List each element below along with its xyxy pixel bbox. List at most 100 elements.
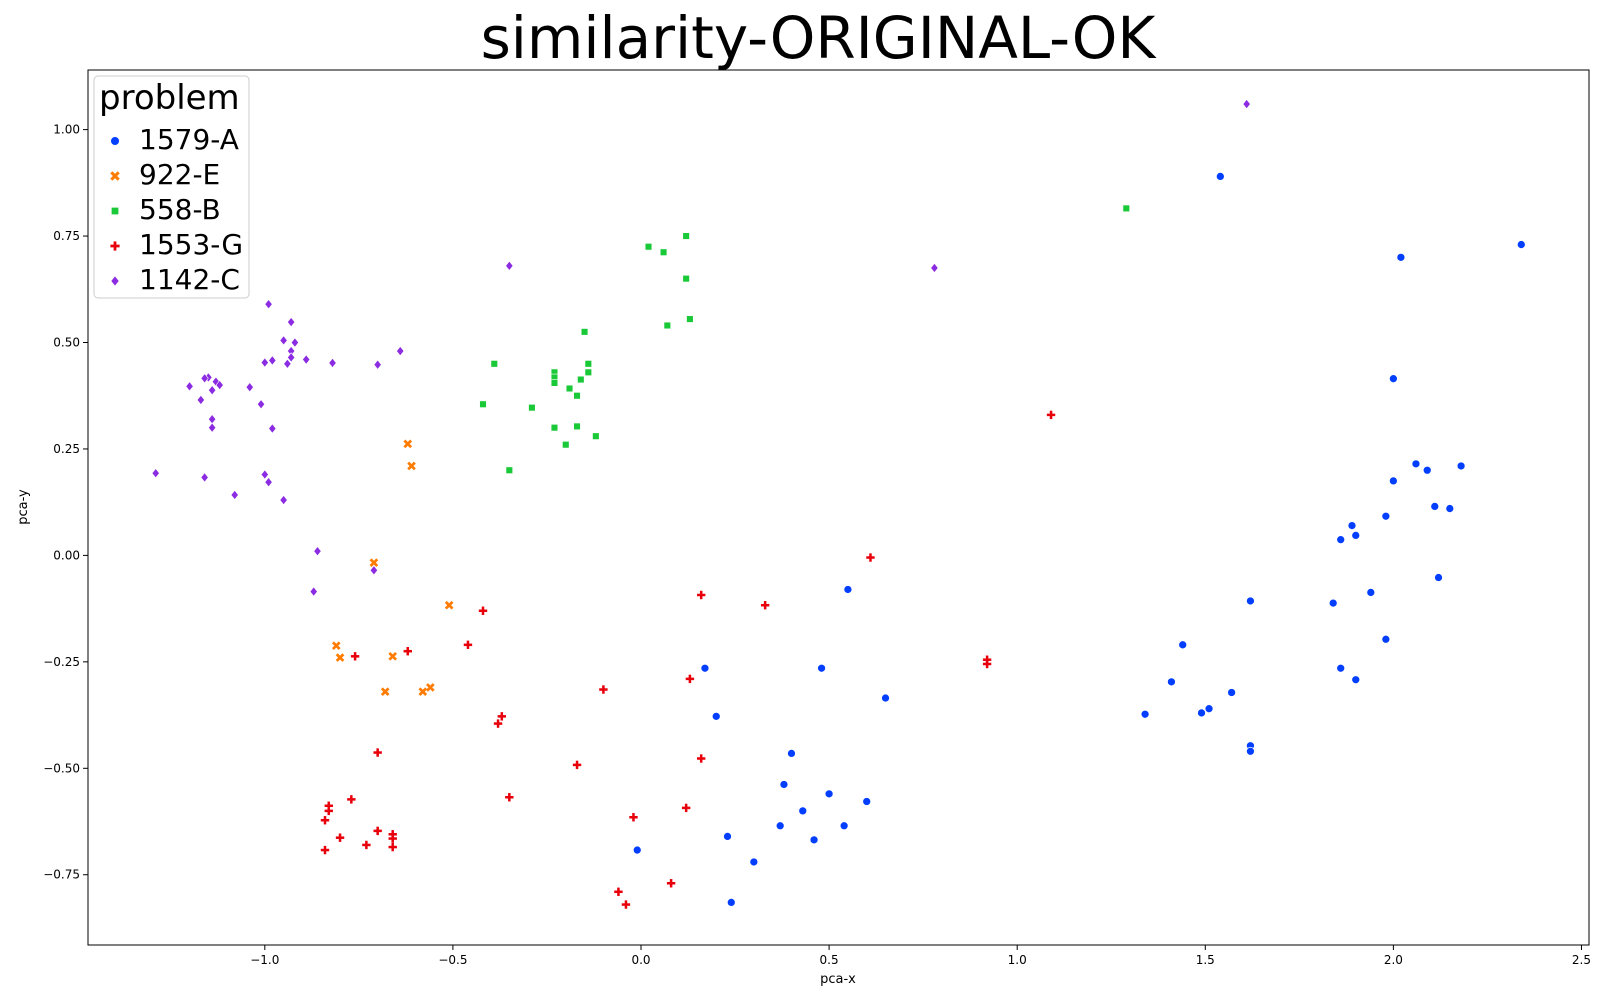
point-1142-c xyxy=(268,355,277,366)
marker-stroke xyxy=(403,439,413,449)
legend-marker-1553-g xyxy=(110,241,120,251)
point-1553-g xyxy=(681,803,691,813)
point-1553-g xyxy=(350,652,360,661)
point-1579-a xyxy=(881,693,890,703)
legend-label: 1142-C xyxy=(139,263,240,296)
point-558-b xyxy=(663,321,671,330)
y-axis-label: pca-y xyxy=(16,489,31,525)
point-1579-a xyxy=(1215,172,1225,181)
point-1142-c xyxy=(505,260,514,271)
point-558-b xyxy=(584,360,592,368)
marker-stroke xyxy=(426,683,435,692)
legend-marker-1579-a xyxy=(110,136,120,146)
point-558-b xyxy=(573,392,581,400)
point-1553-g xyxy=(696,590,706,600)
marker-stroke xyxy=(335,653,345,662)
legend-label: 1553-G xyxy=(139,228,243,261)
marker-stroke xyxy=(369,558,379,567)
legend-box xyxy=(93,75,250,299)
point-1553-g xyxy=(493,719,503,728)
point-1579-a xyxy=(839,821,849,831)
point-1142-c xyxy=(264,477,273,488)
point-558-b xyxy=(528,403,536,412)
point-1553-g xyxy=(982,659,992,669)
point-1142-c xyxy=(256,399,266,410)
point-1553-g xyxy=(497,712,507,721)
x-axis-ticks: −1.0 −0.5 0.0 0.5 1.0 1.5 2.0 2.5 xyxy=(250,945,1591,967)
point-558-b xyxy=(686,315,694,323)
point-1579-a xyxy=(1197,708,1206,718)
y-axis-ticks: −0.75 −0.50 −0.25 0.00 0.25 0.50 0.75 1.00 xyxy=(43,123,88,882)
point-1142-c xyxy=(283,358,292,369)
y-tick-label: −0.75 xyxy=(43,868,80,882)
legend-label: 922-E xyxy=(139,158,220,191)
point-1142-c xyxy=(268,423,277,434)
point-1553-g xyxy=(866,553,875,562)
point-558-b xyxy=(584,368,592,376)
x-tick-label: 0.5 xyxy=(820,953,839,967)
point-1142-c xyxy=(215,379,224,391)
point-1579-a xyxy=(1422,465,1432,475)
point-1142-c xyxy=(264,299,273,310)
point-1579-a xyxy=(1396,253,1406,262)
point-558-b xyxy=(550,379,559,387)
point-1142-c xyxy=(396,345,405,357)
point-1579-a xyxy=(1351,531,1361,540)
y-tick-label: −0.50 xyxy=(43,761,80,775)
point-1579-a xyxy=(1389,476,1398,486)
point-558-b xyxy=(479,400,487,408)
point-1142-c xyxy=(151,468,160,479)
point-1579-a xyxy=(1347,521,1357,530)
point-558-b xyxy=(682,274,690,283)
point-922-e xyxy=(335,653,345,662)
point-1553-g xyxy=(696,754,706,763)
point-558-b xyxy=(580,328,589,336)
point-1142-c xyxy=(196,394,205,406)
point-1142-c xyxy=(200,373,209,384)
point-558-b xyxy=(577,375,585,384)
point-558-b xyxy=(682,232,690,240)
point-558-b xyxy=(562,441,570,449)
point-1579-a xyxy=(1366,588,1376,597)
point-1579-a xyxy=(779,780,789,789)
point-1579-a xyxy=(817,663,826,673)
x-axis-label: pca-x xyxy=(820,972,856,987)
point-558-b xyxy=(565,384,574,393)
point-1142-c xyxy=(328,357,337,369)
point-1579-a xyxy=(1328,598,1338,608)
x-tick-label: 2.5 xyxy=(1572,953,1591,967)
point-1579-a xyxy=(1167,677,1176,687)
x-tick-label: 1.0 xyxy=(1008,953,1027,967)
marker-stroke xyxy=(444,600,454,610)
point-1553-g xyxy=(324,806,333,816)
point-1142-c xyxy=(287,316,296,328)
point-1553-g xyxy=(760,601,770,610)
y-tick-label: −0.25 xyxy=(43,655,80,669)
marker-stroke xyxy=(418,687,428,696)
marker-stroke xyxy=(407,461,416,471)
point-1553-g xyxy=(373,748,382,757)
point-1553-g xyxy=(388,834,397,843)
point-1579-a xyxy=(632,845,642,855)
point-1553-g xyxy=(362,840,371,850)
point-1142-c xyxy=(279,494,288,506)
point-1142-c xyxy=(245,382,254,393)
point-922-e xyxy=(369,558,379,567)
point-1579-a xyxy=(824,789,834,799)
marker-stroke xyxy=(110,171,120,181)
point-1579-a xyxy=(775,821,785,831)
point-1142-c xyxy=(279,335,288,346)
point-1579-a xyxy=(749,857,759,867)
legend-marker-922-e xyxy=(110,171,120,181)
point-1553-g xyxy=(614,887,623,896)
point-558-b xyxy=(659,248,668,256)
point-1579-a xyxy=(1445,504,1455,513)
point-1553-g xyxy=(666,879,676,888)
point-922-e xyxy=(426,683,435,692)
point-1142-c xyxy=(287,352,296,363)
point-1142-c xyxy=(260,469,269,480)
legend-label: 558-B xyxy=(139,193,221,226)
point-922-e xyxy=(403,439,413,449)
